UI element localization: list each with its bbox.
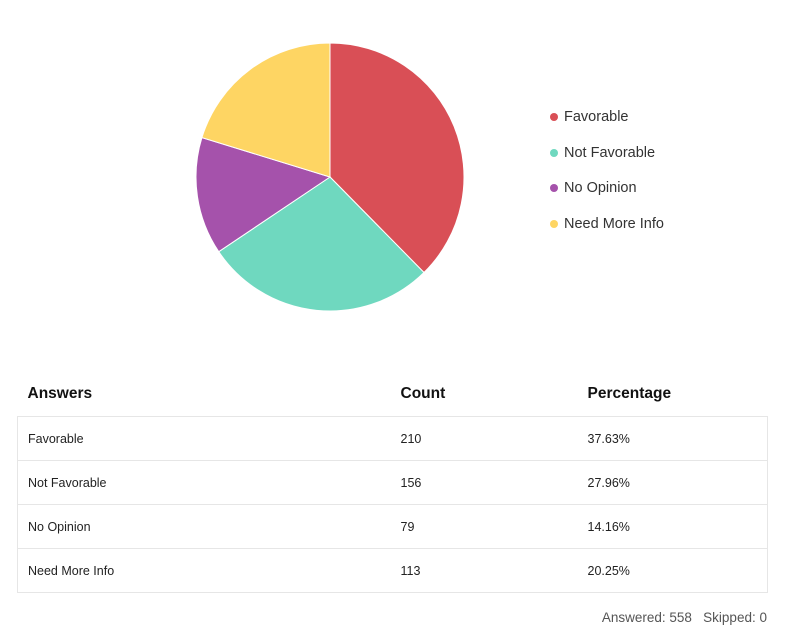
- table-header-row: Answers Count Percentage: [18, 372, 768, 417]
- header-count[interactable]: Count: [400, 385, 446, 402]
- cell-count: 210: [400, 416, 588, 461]
- answers-table: Answers Count Percentage Favorable 210 3…: [17, 372, 768, 593]
- legend-dot-not-favorable: [550, 148, 558, 157]
- legend-label-need-more-info: Need More Info: [564, 215, 664, 232]
- pie-slice-not-favorable[interactable]: [218, 176, 425, 312]
- legend-item-need-more-info[interactable]: Need More Info: [550, 213, 664, 235]
- legend-label-favorable: Favorable: [564, 109, 629, 125]
- legend-dot-need-more-info: [550, 219, 558, 228]
- response-summary: Answered: 558 Skipped: 0: [602, 610, 767, 625]
- table-row: No Opinion 79 14.16%: [17, 504, 768, 549]
- legend-label-not-favorable: Not Favorable: [564, 144, 656, 161]
- cell-percentage: 14.16%: [587, 504, 768, 549]
- pie-slice-no-opinion[interactable]: [195, 136, 332, 253]
- legend-label-no-opinion: No Opinion: [564, 180, 637, 196]
- cell-percentage: 20.25%: [587, 548, 768, 593]
- legend-item-favorable[interactable]: Favorable: [550, 106, 664, 128]
- skipped-label: Skipped:: [703, 610, 756, 625]
- cell-percentage: 27.96%: [587, 460, 768, 505]
- table-row: Favorable 210 37.63%: [17, 416, 768, 461]
- legend-item-no-opinion[interactable]: No Opinion: [550, 177, 664, 199]
- cell-count: 113: [400, 548, 588, 593]
- answers-table-container: Answers Count Percentage Favorable 210 3…: [17, 372, 768, 593]
- chart-legend: Favorable Not Favorable No Opinion Need …: [550, 106, 664, 248]
- header-answers[interactable]: Answers: [27, 385, 93, 402]
- table-row: Not Favorable 156 27.96%: [17, 460, 768, 505]
- legend-item-not-favorable[interactable]: Not Favorable: [550, 142, 664, 164]
- pie-slice-need-more-info[interactable]: [201, 42, 331, 178]
- cell-answer: Need More Info: [17, 548, 401, 593]
- answered-value: 558: [669, 610, 692, 625]
- cell-count: 156: [400, 460, 588, 505]
- legend-dot-favorable: [550, 113, 558, 121]
- pie-chart: [195, 42, 465, 312]
- legend-dot-no-opinion: [550, 184, 558, 192]
- table-row: Need More Info 113 20.25%: [17, 548, 768, 593]
- answered-label: Answered:: [601, 610, 666, 625]
- header-percentage[interactable]: Percentage: [587, 385, 672, 402]
- pie-slice-favorable[interactable]: [329, 42, 465, 274]
- cell-percentage: 37.63%: [587, 416, 768, 461]
- cell-answer: Not Favorable: [17, 460, 401, 505]
- cell-answer: No Opinion: [17, 504, 401, 549]
- cell-answer: Favorable: [17, 416, 401, 461]
- skipped-value: 0: [759, 610, 767, 625]
- cell-count: 79: [400, 504, 588, 549]
